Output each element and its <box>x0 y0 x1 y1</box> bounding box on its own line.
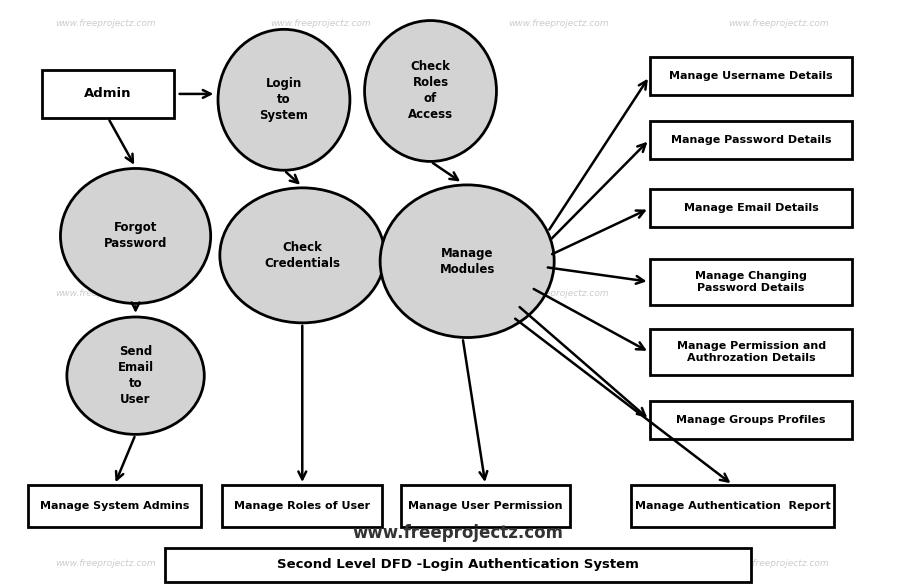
Text: Second Level DFD -Login Authentication System: Second Level DFD -Login Authentication S… <box>277 558 639 571</box>
Text: www.freeprojectz.com: www.freeprojectz.com <box>55 559 156 568</box>
Text: Check
Roles
of
Access: Check Roles of Access <box>408 60 453 122</box>
Bar <box>631 485 834 527</box>
Bar <box>223 485 382 527</box>
Bar <box>28 485 201 527</box>
Bar <box>650 259 852 305</box>
Text: Manage Email Details: Manage Email Details <box>683 203 819 214</box>
Text: www.freeprojectz.com: www.freeprojectz.com <box>728 289 829 298</box>
Text: Send
Email
to
User: Send Email to User <box>117 345 154 406</box>
Text: www.freeprojectz.com: www.freeprojectz.com <box>508 289 609 298</box>
Text: Manage Changing
Password Details: Manage Changing Password Details <box>695 271 807 293</box>
Bar <box>650 401 852 439</box>
Text: Manage Groups Profiles: Manage Groups Profiles <box>676 414 826 425</box>
Text: www.freeprojectz.com: www.freeprojectz.com <box>270 559 371 568</box>
Text: Manage Password Details: Manage Password Details <box>671 134 832 145</box>
Text: Forgot
Password: Forgot Password <box>104 221 168 251</box>
Text: Manage Username Details: Manage Username Details <box>670 71 833 82</box>
Text: Manage
Modules: Manage Modules <box>440 247 495 276</box>
Ellipse shape <box>380 185 554 338</box>
Text: www.freeprojectz.com: www.freeprojectz.com <box>55 19 156 28</box>
Text: www.freeprojectz.com: www.freeprojectz.com <box>353 524 563 542</box>
Ellipse shape <box>60 168 211 303</box>
Text: www.freeprojectz.com: www.freeprojectz.com <box>728 559 829 568</box>
Ellipse shape <box>67 317 204 434</box>
Text: Manage User Permission: Manage User Permission <box>409 501 562 511</box>
Text: Check
Credentials: Check Credentials <box>265 241 340 270</box>
Text: Login
to
System: Login to System <box>259 77 309 122</box>
Text: www.freeprojectz.com: www.freeprojectz.com <box>728 19 829 28</box>
Bar <box>650 57 852 95</box>
Text: Manage Authentication  Report: Manage Authentication Report <box>635 501 831 511</box>
Bar <box>650 189 852 227</box>
Text: Manage Permission and
Authrozation Details: Manage Permission and Authrozation Detai… <box>677 341 825 363</box>
Ellipse shape <box>365 21 496 161</box>
Bar <box>401 485 570 527</box>
Bar <box>165 548 751 582</box>
Text: www.freeprojectz.com: www.freeprojectz.com <box>508 19 609 28</box>
Bar <box>41 70 174 118</box>
Text: Manage System Admins: Manage System Admins <box>39 501 190 511</box>
Text: www.freeprojectz.com: www.freeprojectz.com <box>508 559 609 568</box>
Text: www.freeprojectz.com: www.freeprojectz.com <box>270 289 371 298</box>
Text: www.freeprojectz.com: www.freeprojectz.com <box>270 19 371 28</box>
Bar <box>650 329 852 375</box>
Text: www.freeprojectz.com: www.freeprojectz.com <box>55 289 156 298</box>
Text: Manage Roles of User: Manage Roles of User <box>234 501 370 511</box>
Ellipse shape <box>218 29 350 170</box>
Bar <box>650 121 852 158</box>
Ellipse shape <box>220 188 385 323</box>
Text: Admin: Admin <box>84 87 132 100</box>
